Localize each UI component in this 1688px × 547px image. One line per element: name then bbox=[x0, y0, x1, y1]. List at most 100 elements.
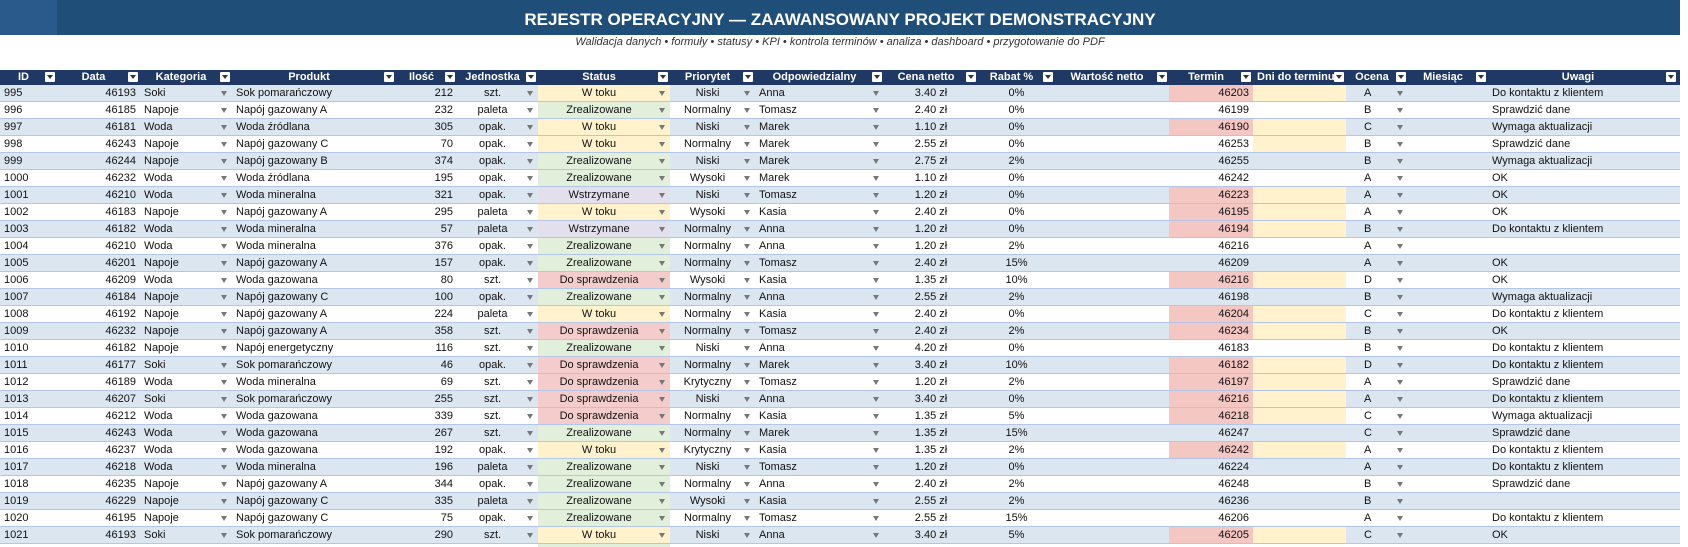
table-cell[interactable]: Woda bbox=[140, 459, 232, 475]
table-cell[interactable]: B bbox=[1346, 153, 1408, 169]
table-cell[interactable]: Napoje bbox=[140, 476, 232, 492]
filter-button[interactable] bbox=[128, 72, 138, 82]
table-cell[interactable]: szt. bbox=[457, 374, 538, 390]
table-cell[interactable]: Zrealizowane bbox=[538, 170, 670, 186]
table-cell[interactable]: Do sprawdzenia bbox=[538, 374, 670, 390]
table-cell[interactable]: Anna bbox=[755, 391, 884, 407]
table-cell[interactable]: Kasia bbox=[755, 442, 884, 458]
table-cell[interactable]: Marek bbox=[755, 170, 884, 186]
table-cell[interactable]: Anna bbox=[755, 238, 884, 254]
table-cell[interactable]: A bbox=[1346, 442, 1408, 458]
table-cell[interactable]: Soki bbox=[140, 85, 232, 101]
table-cell[interactable]: Normalny bbox=[670, 357, 755, 373]
table-cell[interactable]: A bbox=[1346, 459, 1408, 475]
table-cell[interactable]: Do sprawdzenia bbox=[538, 391, 670, 407]
table-cell[interactable]: Niski bbox=[670, 527, 755, 543]
table-cell[interactable]: Normalny bbox=[670, 136, 755, 152]
table-cell[interactable]: D bbox=[1346, 357, 1408, 373]
table-cell[interactable]: Normalny bbox=[670, 306, 755, 322]
table-cell[interactable]: Woda bbox=[140, 442, 232, 458]
table-cell[interactable]: Anna bbox=[755, 289, 884, 305]
table-cell[interactable]: szt. bbox=[457, 85, 538, 101]
table-cell[interactable]: Tomasz bbox=[755, 323, 884, 339]
table-cell[interactable]: Normalny bbox=[670, 476, 755, 492]
table-cell[interactable]: opak. bbox=[457, 476, 538, 492]
table-cell[interactable]: Marek bbox=[755, 425, 884, 441]
table-cell[interactable]: W toku bbox=[538, 527, 670, 543]
table-cell[interactable]: Zrealizowane bbox=[538, 425, 670, 441]
table-cell[interactable]: Normalny bbox=[670, 510, 755, 526]
filter-button[interactable] bbox=[966, 72, 976, 82]
table-cell[interactable]: C bbox=[1346, 408, 1408, 424]
filter-button[interactable] bbox=[1476, 72, 1486, 82]
table-cell[interactable]: Tomasz bbox=[755, 187, 884, 203]
table-cell[interactable]: B bbox=[1346, 221, 1408, 237]
table-cell[interactable]: szt. bbox=[457, 527, 538, 543]
table-cell[interactable]: Napoje bbox=[140, 204, 232, 220]
table-cell[interactable]: W toku bbox=[538, 442, 670, 458]
table-cell[interactable]: Normalny bbox=[670, 221, 755, 237]
table-cell[interactable]: opak. bbox=[457, 255, 538, 271]
table-cell[interactable]: A bbox=[1346, 238, 1408, 254]
table-cell[interactable]: szt. bbox=[457, 391, 538, 407]
table-cell[interactable]: Zrealizowane bbox=[538, 476, 670, 492]
table-cell[interactable]: Napoje bbox=[140, 493, 232, 509]
table-cell[interactable]: Woda bbox=[140, 170, 232, 186]
table-cell[interactable]: Kasia bbox=[755, 272, 884, 288]
table-cell[interactable]: Normalny bbox=[670, 102, 755, 118]
table-cell[interactable]: Zrealizowane bbox=[538, 238, 670, 254]
filter-button[interactable] bbox=[526, 72, 536, 82]
table-cell[interactable]: Zrealizowane bbox=[538, 153, 670, 169]
table-cell[interactable]: Wysoki bbox=[670, 170, 755, 186]
table-cell[interactable]: Zrealizowane bbox=[538, 510, 670, 526]
table-cell[interactable]: Wstrzymane bbox=[538, 221, 670, 237]
table-cell[interactable]: opak. bbox=[457, 510, 538, 526]
table-cell[interactable]: Woda bbox=[140, 425, 232, 441]
table-cell[interactable]: Woda bbox=[140, 119, 232, 135]
table-cell[interactable]: A bbox=[1346, 170, 1408, 186]
table-cell[interactable]: B bbox=[1346, 323, 1408, 339]
table-cell[interactable]: Woda bbox=[140, 187, 232, 203]
table-cell[interactable]: Woda bbox=[140, 272, 232, 288]
filter-button[interactable] bbox=[1043, 72, 1053, 82]
table-cell[interactable]: Krytyczny bbox=[670, 442, 755, 458]
table-cell[interactable]: B bbox=[1346, 340, 1408, 356]
table-cell[interactable]: A bbox=[1346, 510, 1408, 526]
table-cell[interactable]: Kasia bbox=[755, 204, 884, 220]
table-cell[interactable]: Napoje bbox=[140, 510, 232, 526]
table-cell[interactable]: A bbox=[1346, 391, 1408, 407]
table-cell[interactable]: Do sprawdzenia bbox=[538, 357, 670, 373]
table-cell[interactable]: Kasia bbox=[755, 306, 884, 322]
table-cell[interactable]: paleta bbox=[457, 221, 538, 237]
table-cell[interactable]: Wysoki bbox=[670, 204, 755, 220]
table-cell[interactable]: Woda bbox=[140, 221, 232, 237]
filter-button[interactable] bbox=[872, 72, 882, 82]
table-cell[interactable]: Woda bbox=[140, 238, 232, 254]
table-cell[interactable]: W toku bbox=[538, 85, 670, 101]
table-cell[interactable]: Niski bbox=[670, 85, 755, 101]
table-cell[interactable]: Kasia bbox=[755, 408, 884, 424]
table-cell[interactable]: Soki bbox=[140, 357, 232, 373]
table-cell[interactable]: B bbox=[1346, 493, 1408, 509]
table-cell[interactable]: Zrealizowane bbox=[538, 340, 670, 356]
table-cell[interactable]: Zrealizowane bbox=[538, 493, 670, 509]
table-cell[interactable]: B bbox=[1346, 289, 1408, 305]
filter-button[interactable] bbox=[445, 72, 455, 82]
table-cell[interactable]: Anna bbox=[755, 476, 884, 492]
table-cell[interactable]: Niski bbox=[670, 459, 755, 475]
table-cell[interactable]: opak. bbox=[457, 119, 538, 135]
table-cell[interactable]: W toku bbox=[538, 204, 670, 220]
table-cell[interactable]: Napoje bbox=[140, 255, 232, 271]
table-cell[interactable]: W toku bbox=[538, 136, 670, 152]
table-cell[interactable]: A bbox=[1346, 187, 1408, 203]
table-cell[interactable]: Marek bbox=[755, 153, 884, 169]
table-cell[interactable]: Anna bbox=[755, 221, 884, 237]
table-cell[interactable]: Niski bbox=[670, 153, 755, 169]
table-cell[interactable]: paleta bbox=[457, 459, 538, 475]
table-cell[interactable]: paleta bbox=[457, 204, 538, 220]
table-cell[interactable]: Zrealizowane bbox=[538, 255, 670, 271]
table-cell[interactable]: szt. bbox=[457, 272, 538, 288]
table-cell[interactable]: opak. bbox=[457, 357, 538, 373]
table-cell[interactable]: Woda bbox=[140, 374, 232, 390]
table-cell[interactable]: Zrealizowane bbox=[538, 289, 670, 305]
